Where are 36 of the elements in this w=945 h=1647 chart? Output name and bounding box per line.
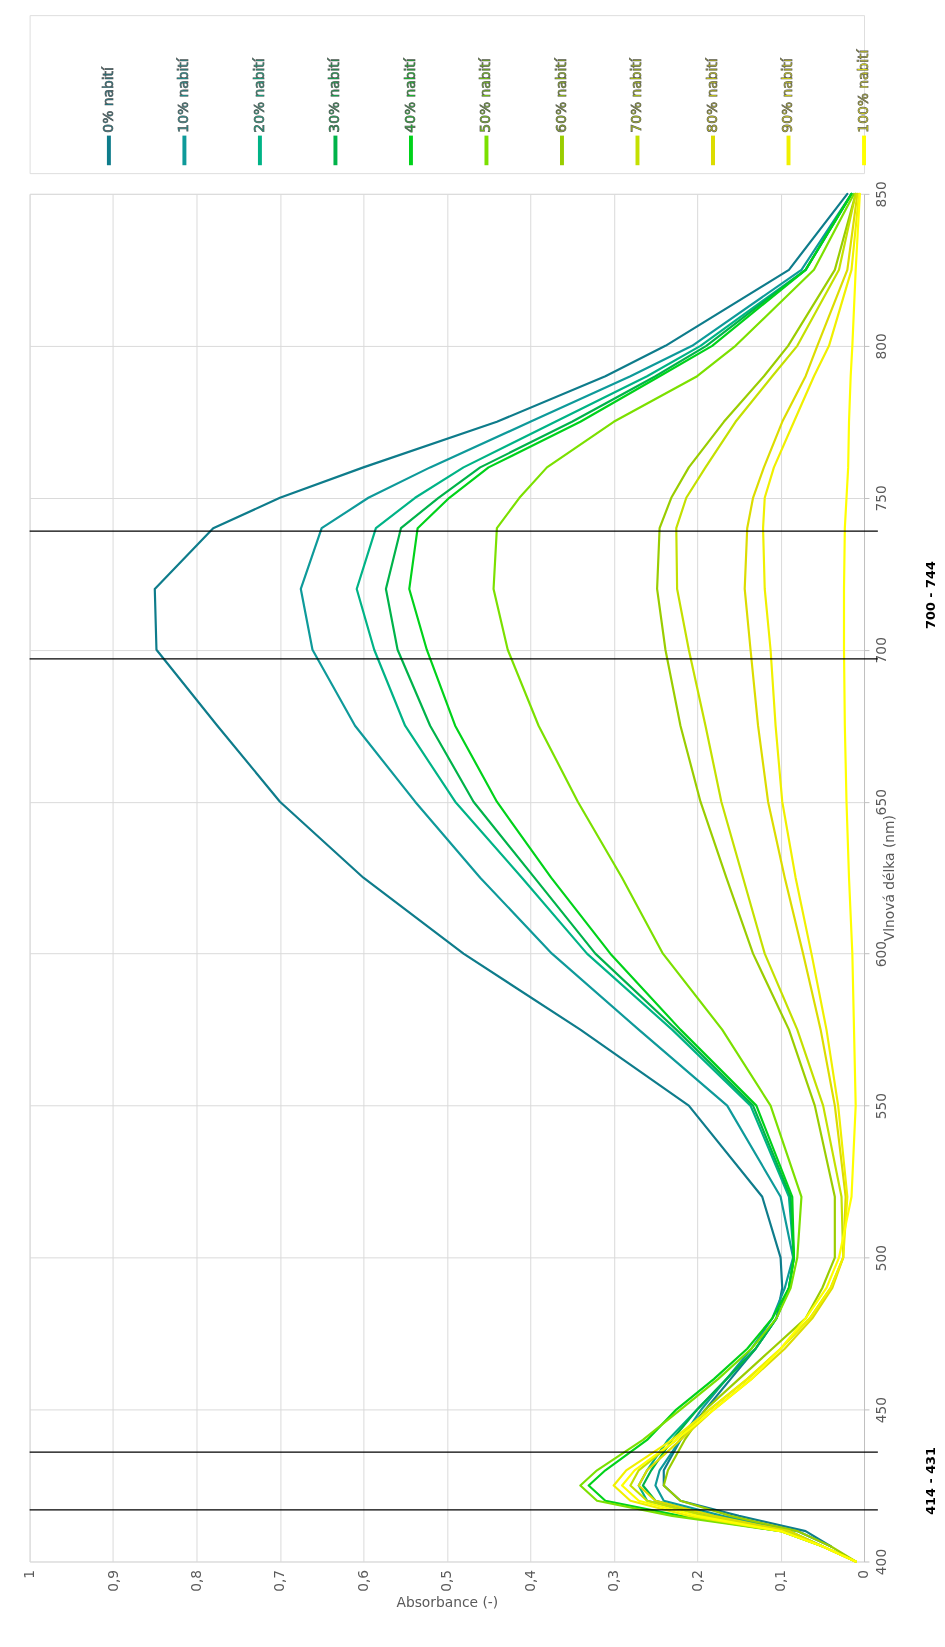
x-tick-label: 0,1 <box>772 1569 789 1592</box>
y-tick-label: 800 <box>873 333 890 360</box>
text: 20% nabití <box>250 57 267 133</box>
x-tick-label: 0,7 <box>271 1569 288 1592</box>
text: 30% nabití <box>326 57 343 133</box>
y-tick-label: 450 <box>873 1396 890 1424</box>
text: 70% nabití <box>628 57 645 133</box>
text: 80% nabití <box>703 57 720 133</box>
y-tick-label: 850 <box>873 181 890 208</box>
y-tick-label: 400 <box>873 1548 890 1576</box>
text: 100% nabití <box>854 48 871 133</box>
x-axis-title: Absorbance (-) <box>396 1593 499 1610</box>
x-tick-label: 0,6 <box>354 1569 371 1592</box>
x-tick-label: 1 <box>21 1569 38 1579</box>
x-tick-label: 0,5 <box>438 1569 455 1592</box>
x-tick-label: 0,3 <box>605 1569 622 1592</box>
x-tick-label: 0,9 <box>104 1569 121 1592</box>
text: 700 - 744 <box>923 561 939 629</box>
text: 40% nabití <box>401 57 418 133</box>
x-tick-label: 0,8 <box>187 1569 204 1592</box>
y-tick-label: 650 <box>873 789 890 816</box>
text: 0% nabití <box>99 66 116 133</box>
text: 60% nabití <box>552 57 569 133</box>
y-tick-label: 700 <box>873 637 890 664</box>
text: 50% nabití <box>477 57 494 133</box>
y-tick-label: 550 <box>873 1092 890 1120</box>
x-tick-label: 0,2 <box>688 1569 705 1592</box>
text: 90% nabití <box>779 57 796 133</box>
y-tick-label: 750 <box>873 485 890 512</box>
y-tick-label: 500 <box>873 1244 890 1272</box>
x-tick-label: 0,4 <box>521 1569 538 1592</box>
text: 414 - 431 <box>923 1446 939 1515</box>
y-axis-title: Vlnová délka (nm) <box>881 815 898 942</box>
text: 10% nabití <box>175 57 192 133</box>
y-tick-label: 600 <box>873 940 890 968</box>
x-tick-label: 0 <box>855 1569 872 1579</box>
